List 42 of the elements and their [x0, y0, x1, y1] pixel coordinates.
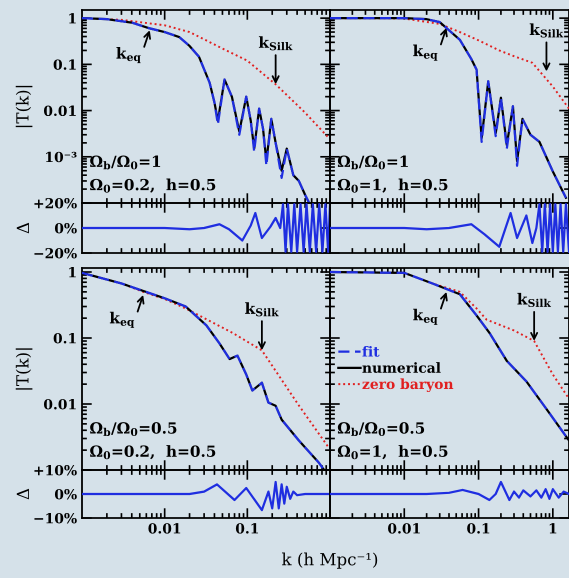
x-tick-label: 0.01 [388, 523, 420, 534]
y-axis-title: Δ [16, 488, 29, 500]
annotation: Ω$_{0}$=0.2, h=0.5 [90, 178, 216, 193]
y-axis-title: |T(k)| [16, 348, 32, 390]
annotation: Ω$_{b}$/Ω$_{0}$=1 [338, 156, 408, 170]
y-tick-label: +10% [34, 464, 77, 476]
y-tick-label: 0.1 [54, 59, 76, 70]
y-tick-label: −20% [34, 248, 77, 258]
annotation: Ω$_{b}$/Ω$_{0}$=0.5 [90, 422, 176, 436]
annotation: Ω$_{0}$=1, h=0.5 [338, 178, 448, 193]
annotation: Ω$_{b}$/Ω$_{0}$=0.5 [338, 422, 424, 436]
y-tick-label: 0.01 [44, 106, 76, 116]
y-tick-label: 10⁻³ [46, 152, 77, 162]
y-tick-label: 1 [69, 13, 76, 24]
x-axis-title: k (h Mpc⁻¹) [282, 552, 378, 569]
y-tick-label: 0% [54, 488, 77, 500]
legend-label: fit [362, 346, 380, 357]
annotation: k$_{Silk}$ [517, 292, 552, 308]
annotation: k$_{Silk}$ [258, 36, 293, 50]
y-tick-label: 0% [54, 222, 77, 234]
y-tick-label: 0.01 [44, 398, 76, 410]
y-axis-title: Δ [16, 222, 29, 234]
annotation: Ω$_{0}$=1, h=0.5 [338, 445, 448, 460]
annotation: Ω$_{0}$=0.2, h=0.5 [90, 445, 216, 460]
y-tick-label: +20% [34, 198, 77, 208]
y-tick-label: −10% [34, 512, 77, 524]
x-tick-label: 0.1 [236, 523, 258, 534]
y-tick-label: 1 [69, 266, 76, 278]
y-axis-title: |T(k)| [16, 86, 32, 128]
annotation: k$_{eq}$ [110, 312, 134, 328]
annotation: k$_{eq}$ [413, 44, 438, 61]
x-tick-label: 1 [550, 523, 556, 534]
y-tick-label: 0.1 [54, 332, 76, 344]
annotation: k$_{Silk}$ [245, 302, 279, 316]
legend-label: zero baryon [362, 378, 454, 392]
legend-label: numerical [362, 362, 441, 373]
annotation: Ω$_{b}$/Ω$_{0}$=1 [90, 156, 160, 170]
x-tick-label: 0.01 [148, 523, 180, 534]
annotation: k$_{eq}$ [413, 308, 438, 325]
annotation: k$_{eq}$ [116, 46, 141, 64]
annotation: k$_{Silk}$ [530, 23, 564, 38]
x-tick-label: 0.1 [467, 523, 490, 534]
